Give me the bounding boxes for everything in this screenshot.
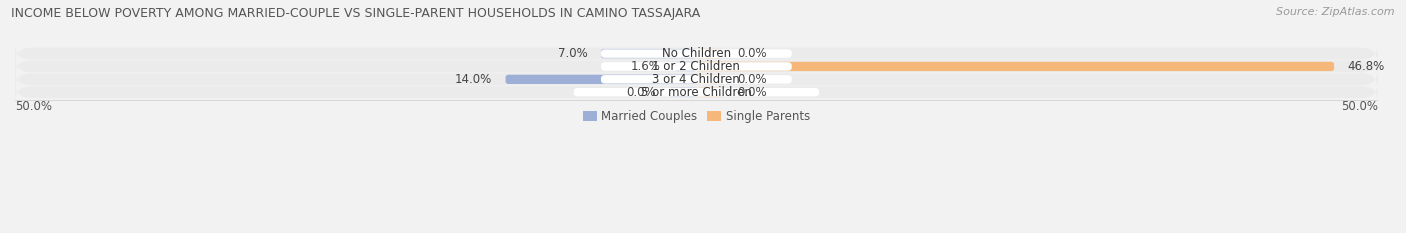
Text: INCOME BELOW POVERTY AMONG MARRIED-COUPLE VS SINGLE-PARENT HOUSEHOLDS IN CAMINO : INCOME BELOW POVERTY AMONG MARRIED-COUPL… — [11, 7, 700, 20]
FancyBboxPatch shape — [696, 88, 724, 97]
Text: 7.0%: 7.0% — [558, 47, 588, 60]
FancyBboxPatch shape — [696, 75, 724, 84]
Text: 1 or 2 Children: 1 or 2 Children — [652, 60, 741, 73]
FancyBboxPatch shape — [600, 49, 792, 58]
FancyBboxPatch shape — [600, 62, 792, 71]
FancyBboxPatch shape — [600, 49, 696, 58]
Text: No Children: No Children — [662, 47, 731, 60]
Text: 46.8%: 46.8% — [1348, 60, 1385, 73]
Text: 50.0%: 50.0% — [15, 100, 52, 113]
FancyBboxPatch shape — [15, 57, 1378, 76]
Text: 0.0%: 0.0% — [626, 86, 655, 99]
Text: 0.0%: 0.0% — [737, 47, 766, 60]
FancyBboxPatch shape — [574, 88, 820, 96]
Text: 5 or more Children: 5 or more Children — [641, 86, 752, 99]
Legend: Married Couples, Single Parents: Married Couples, Single Parents — [578, 106, 815, 128]
FancyBboxPatch shape — [15, 70, 1378, 89]
FancyBboxPatch shape — [600, 75, 792, 84]
FancyBboxPatch shape — [669, 88, 696, 97]
Text: 3 or 4 Children: 3 or 4 Children — [652, 73, 740, 86]
Text: 14.0%: 14.0% — [454, 73, 492, 86]
Text: 50.0%: 50.0% — [1341, 100, 1378, 113]
FancyBboxPatch shape — [675, 62, 696, 71]
Text: 0.0%: 0.0% — [737, 86, 766, 99]
FancyBboxPatch shape — [15, 44, 1378, 63]
FancyBboxPatch shape — [696, 49, 724, 58]
FancyBboxPatch shape — [696, 62, 1334, 71]
FancyBboxPatch shape — [15, 83, 1378, 102]
Text: 0.0%: 0.0% — [737, 73, 766, 86]
Text: Source: ZipAtlas.com: Source: ZipAtlas.com — [1277, 7, 1395, 17]
FancyBboxPatch shape — [506, 75, 696, 84]
Text: 1.6%: 1.6% — [631, 60, 661, 73]
